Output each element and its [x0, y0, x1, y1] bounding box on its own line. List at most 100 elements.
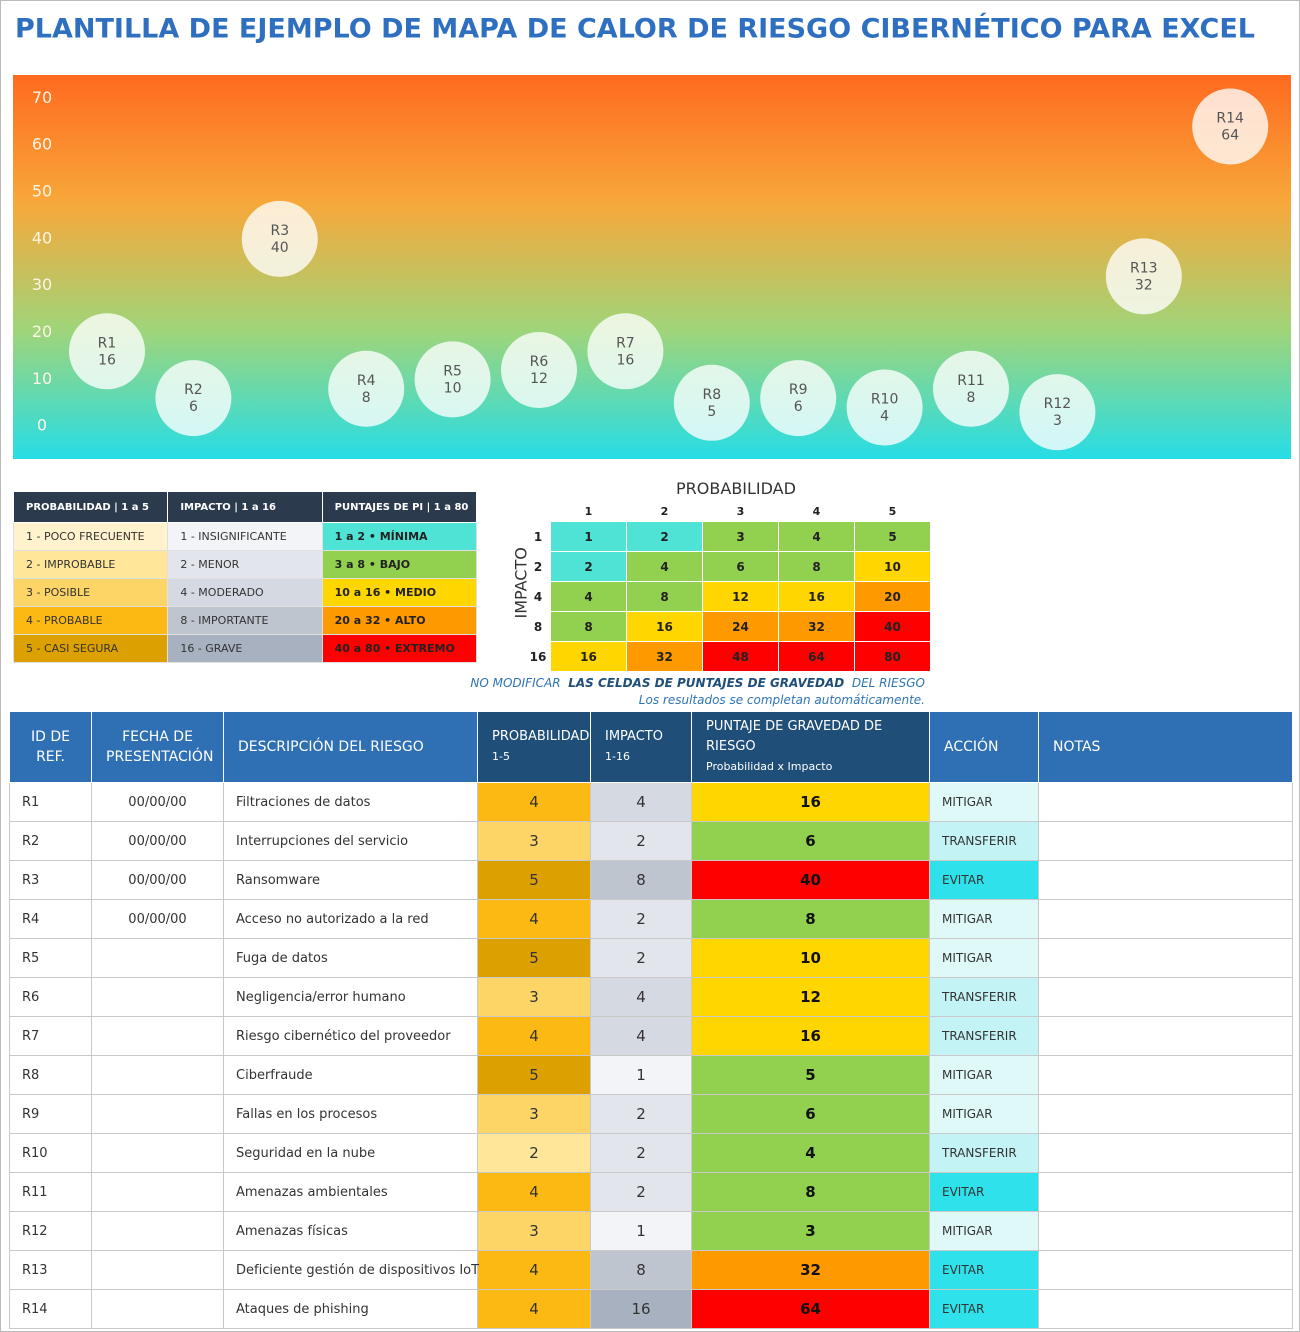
column-header: DESCRIPCIÓN DEL RIESGO: [223, 711, 478, 783]
bubble: [846, 369, 923, 446]
matrix-cell: 3: [702, 521, 779, 552]
matrix-cell: 12: [702, 581, 779, 612]
matrix-cell: 2: [550, 551, 627, 582]
severity-score: 6: [691, 821, 930, 861]
probability: 5: [477, 860, 591, 900]
ref-id: R2: [9, 821, 92, 861]
description: Riesgo cibernético del proveedor: [223, 1016, 478, 1056]
impact: 1: [590, 1055, 692, 1095]
probability: 4: [477, 1250, 591, 1290]
bubble-label: R7: [616, 335, 635, 351]
action: MITIGAR: [929, 1211, 1039, 1251]
risk-row: R9 Fallas en los procesos 3 2 6 MITIGAR: [9, 1094, 1293, 1134]
probability: 3: [477, 1211, 591, 1251]
risk-row: R5 Fuga de datos 5 2 10 MITIGAR: [9, 938, 1293, 978]
impact: 2: [590, 821, 692, 861]
date: [91, 977, 224, 1017]
legend-cell: 5 - CASI SEGURA: [12, 634, 169, 663]
matrix-row: 4 4 8 12 16 20: [526, 581, 931, 612]
bubble: [414, 341, 491, 418]
action: TRANSFERIR: [929, 1016, 1039, 1056]
legend-table: PROBABILIDAD | 1 a 5 IMPACTO | 1 a 16 PUNT…: [12, 491, 478, 663]
bubble: [1105, 238, 1182, 315]
bubble-label: R2: [184, 382, 203, 398]
header-subtitle: Probabilidad x Impacto: [706, 760, 833, 773]
matrix-cell: 24: [702, 611, 779, 642]
header-title: ID DE REF.: [31, 729, 70, 765]
note: NO MODIFICAR LAS CELDAS DE PUNTAJES DE G…: [381, 675, 925, 709]
ref-id: R12: [9, 1211, 92, 1251]
bubble-value: 64: [1221, 128, 1239, 144]
bubble-value: 40: [271, 240, 289, 256]
header-title: IMPACTO: [605, 729, 663, 744]
description: Acceso no autorizado a la red: [223, 899, 478, 939]
matrix-cell: 8: [778, 551, 855, 582]
bubble-value: 8: [362, 390, 371, 406]
ref-id: R11: [9, 1172, 92, 1212]
severity-score: 32: [691, 1250, 930, 1290]
matrix-cell: 32: [778, 611, 855, 642]
y-tick-label: 20: [32, 322, 52, 341]
matrix-cell: 40: [854, 611, 931, 642]
description: Amenazas físicas: [223, 1211, 478, 1251]
ref-id: R4: [9, 899, 92, 939]
bubble-value: 10: [444, 380, 462, 396]
matrix-cell: 16: [550, 641, 627, 672]
description: Ransomware: [223, 860, 478, 900]
column-header: PUNTAJE DE GRAVEDAD DE RIESGO Probabilida…: [691, 711, 930, 783]
action: EVITAR: [929, 860, 1039, 900]
notes: [1038, 860, 1293, 900]
header-subtitle: 1-5: [492, 750, 510, 763]
legend-cell: 4 - PROBABLE: [12, 606, 169, 635]
probability: 3: [477, 821, 591, 861]
matrix-title: PROBABILIDAD: [676, 479, 796, 498]
date: [91, 938, 224, 978]
matrix-row-label: 16: [529, 649, 547, 664]
matrix-cell: 64: [778, 641, 855, 672]
matrix-row: 2 2 4 6 8 10: [526, 551, 931, 582]
impact: 4: [590, 977, 692, 1017]
description: Negligencia/error humano: [223, 977, 478, 1017]
risk-row: R4 00/00/00 Acceso no autorizado a la red 4…: [9, 899, 1293, 939]
severity-score: 10: [691, 938, 930, 978]
ref-id: R6: [9, 977, 92, 1017]
bubble-label: R4: [357, 373, 376, 389]
action: TRANSFERIR: [929, 1133, 1039, 1173]
ref-id: R5: [9, 938, 92, 978]
bubble-value: 6: [794, 399, 803, 415]
note-text: DEL RIESGO: [851, 676, 925, 690]
impact: 4: [590, 1016, 692, 1056]
notes: [1038, 938, 1293, 978]
column-header: ACCIÓN: [929, 711, 1039, 783]
action: MITIGAR: [929, 782, 1039, 822]
action: MITIGAR: [929, 938, 1039, 978]
impact: 8: [590, 860, 692, 900]
risk-row: R13 Deficiente gestión de dispositivos Io…: [9, 1250, 1293, 1290]
action: MITIGAR: [929, 1055, 1039, 1095]
matrix-cell: 20: [854, 581, 931, 612]
header-title: PROBABILIDAD: [492, 729, 590, 744]
note-text: NO MODIFICAR: [470, 676, 561, 690]
matrix-col-label: 4: [812, 505, 821, 518]
legend-cell: 1 - INSIGNIFICANTE: [167, 522, 323, 551]
severity-score: 5: [691, 1055, 930, 1095]
bubble: [1192, 88, 1269, 165]
y-tick-label: 10: [32, 369, 52, 388]
bubble: [501, 332, 577, 409]
bubble: [1019, 374, 1096, 451]
bubble-label: R10: [871, 391, 899, 407]
impact: 1: [590, 1211, 692, 1251]
matrix-cell: 1: [550, 521, 627, 552]
notes: [1038, 1094, 1293, 1134]
impact: 2: [590, 1133, 692, 1173]
legend-cell: 8 - IMPORTANTE: [167, 606, 323, 635]
date: [91, 1211, 224, 1251]
probability: 4: [477, 899, 591, 939]
bubble-label: R8: [702, 387, 721, 403]
bubble-label: R5: [443, 363, 462, 379]
description: Fuga de datos: [223, 938, 478, 978]
notes: [1038, 1289, 1293, 1329]
header-title: ACCIÓN: [944, 739, 999, 755]
